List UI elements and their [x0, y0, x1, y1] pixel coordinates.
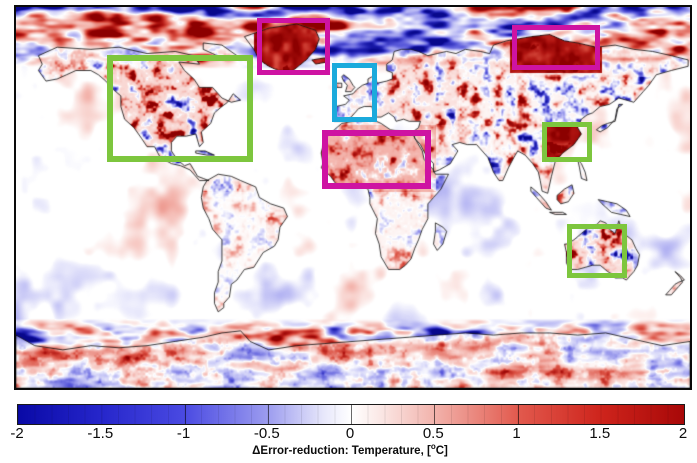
annotation-box-southeast-asia: [542, 122, 592, 162]
colorbar-tick-labels: -2 -1.5 -1 -0.5 0 0.5 1 1.5 2: [10, 425, 687, 443]
colorbar-inner-tick: [267, 405, 269, 424]
colorbar-label-text: ΔError-reduction: Temperature, [: [252, 444, 431, 457]
annotation-box-greenland: [257, 18, 330, 75]
world-heatmap-canvas: [16, 7, 690, 388]
colorbar-tick-label: 1: [512, 425, 521, 442]
annotation-box-uk-western-europe: [332, 63, 377, 122]
colorbar-inner-tick: [184, 405, 186, 424]
world-map-frame: [14, 5, 692, 390]
annotation-box-siberia: [512, 25, 600, 70]
colorbar-tick-label: 2: [678, 425, 688, 442]
colorbar-tick-label: 1.5: [589, 425, 611, 442]
annotation-layer: [16, 7, 690, 388]
colorbar-inner-tick: [434, 405, 436, 424]
colorbar-label-suffix: C]: [435, 444, 448, 457]
colorbar-tick-label: 0.5: [422, 425, 444, 442]
annotation-box-north-america: [107, 55, 253, 162]
colorbar-inner-tick: [351, 405, 352, 424]
colorbar-inner-tick: [517, 405, 519, 424]
annotation-box-sahara: [322, 130, 431, 189]
colorbar-label-superscript: o: [430, 442, 436, 451]
colorbar-tick-label: -1: [176, 425, 191, 442]
colorbar-label: ΔError-reduction: Temperature, [oC]: [17, 442, 683, 457]
colorbar-tick-label: -1.5: [87, 425, 114, 442]
colorbar-tick-label: -0.5: [253, 425, 280, 442]
colorbar-gradient: [17, 404, 685, 425]
colorbar-tick-label: 0: [345, 425, 355, 442]
annotation-box-australia: [567, 224, 627, 278]
colorbar-tick-label: -2: [10, 425, 24, 442]
